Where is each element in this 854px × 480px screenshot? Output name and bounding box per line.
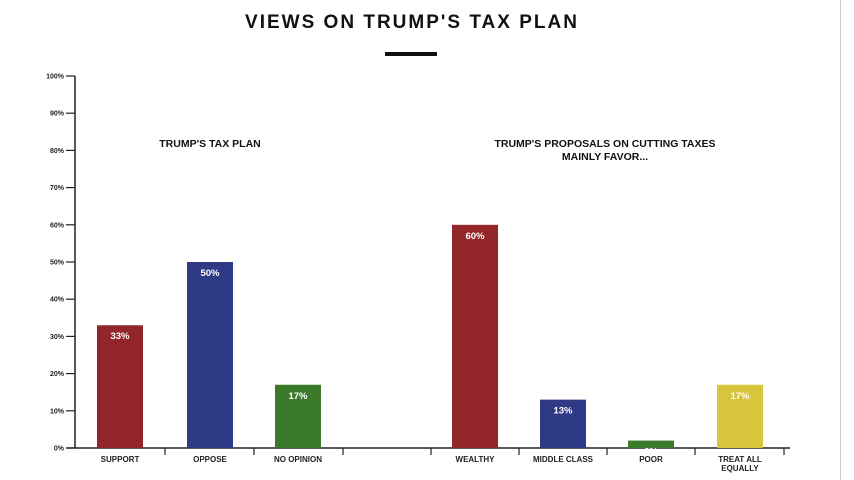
bar-value-label: 13% bbox=[553, 406, 573, 417]
group-label-favor: TRUMP'S PROPOSALS ON CUTTING TAXES MAINL… bbox=[440, 138, 770, 164]
bar bbox=[275, 384, 321, 448]
bar-value-label: 17% bbox=[288, 391, 308, 402]
y-tick-label: 90% bbox=[50, 111, 65, 118]
group-label-favor-line-1: TRUMP'S PROPOSALS ON CUTTING TAXES bbox=[494, 138, 716, 150]
x-category-label: WEALTHY bbox=[456, 455, 496, 464]
bar bbox=[452, 224, 498, 448]
page-edge bbox=[840, 0, 854, 480]
x-category-label: MIDDLE CLASS bbox=[533, 455, 594, 464]
bar-value-label: 60% bbox=[465, 231, 485, 242]
bar-value-label: 33% bbox=[110, 331, 130, 342]
y-tick-label: 60% bbox=[50, 222, 65, 229]
bar bbox=[540, 399, 586, 448]
bar bbox=[97, 325, 143, 448]
title-underline bbox=[385, 52, 437, 56]
bar bbox=[187, 262, 233, 448]
y-tick-label: 80% bbox=[50, 148, 65, 155]
bar bbox=[717, 384, 763, 448]
y-tick-label: 50% bbox=[50, 260, 65, 267]
chart-title: VIEWS ON TRUMP'S TAX PLAN bbox=[245, 12, 579, 33]
y-tick-label: 0% bbox=[54, 446, 65, 453]
y-tick-label: 20% bbox=[50, 371, 65, 378]
bar-value-label: 2% bbox=[644, 447, 658, 458]
x-category-label: EQUALLY bbox=[721, 464, 759, 473]
bar bbox=[628, 440, 674, 448]
y-tick-label: 10% bbox=[50, 408, 65, 415]
x-category-label: TREAT ALL bbox=[718, 455, 762, 464]
y-tick-label: 100% bbox=[46, 74, 65, 81]
x-category-label: OPPOSE bbox=[193, 455, 227, 464]
bar-value-label: 50% bbox=[200, 268, 220, 279]
x-category-label: POOR bbox=[639, 455, 663, 464]
bar-value-label: 17% bbox=[730, 391, 750, 402]
y-tick-label: 70% bbox=[50, 185, 65, 192]
group-label-favor-line-2: MAINLY FAVOR... bbox=[561, 151, 649, 163]
y-tick-label: 40% bbox=[50, 297, 65, 304]
group-label-tax-plan: TRUMP'S TAX PLAN bbox=[159, 138, 261, 150]
x-category-label: SUPPORT bbox=[101, 455, 140, 464]
x-category-label: NO OPINION bbox=[274, 455, 322, 464]
y-tick-label: 30% bbox=[50, 334, 65, 341]
